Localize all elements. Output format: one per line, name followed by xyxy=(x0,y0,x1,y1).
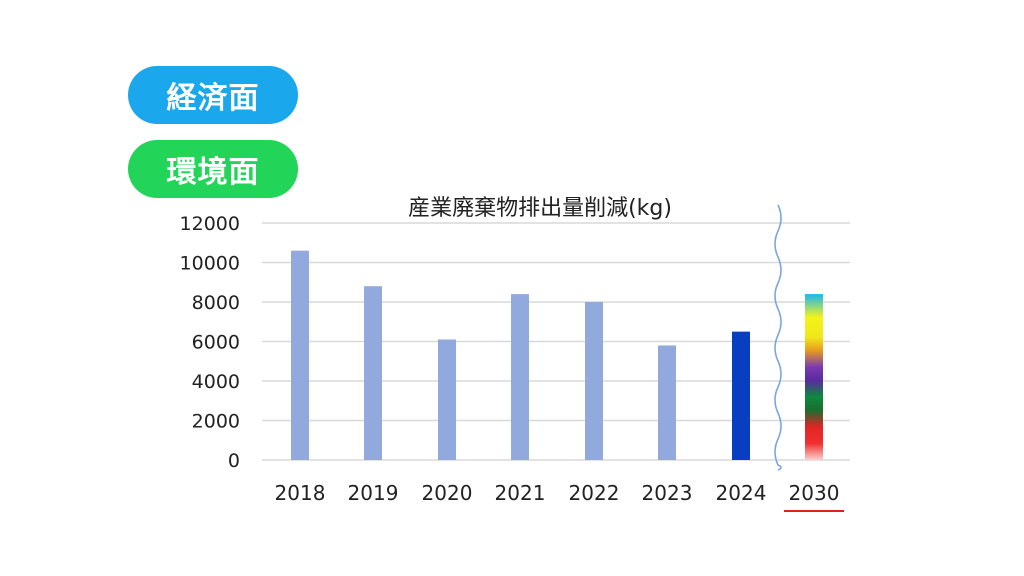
y-tick-label: 8000 xyxy=(192,292,240,314)
environmental-aspect-badge: 環境面 xyxy=(128,140,298,198)
bar-2022 xyxy=(585,302,603,460)
bar-2021 xyxy=(511,294,529,460)
bar-2018 xyxy=(291,250,309,460)
chart-title: 産業廃棄物排出量削減(kg) xyxy=(408,196,672,221)
bar-2020 xyxy=(438,339,456,460)
x-tick-label-2018: 2018 xyxy=(275,481,326,505)
y-tick-label: 2000 xyxy=(192,411,240,433)
y-tick-label: 0 xyxy=(228,450,240,472)
y-tick-label: 12000 xyxy=(180,213,240,235)
x-tick-label-2022: 2022 xyxy=(569,481,620,505)
y-tick-label: 4000 xyxy=(192,371,240,393)
bar-2024 xyxy=(732,331,750,460)
x-tick-label-2030: 2030 xyxy=(789,481,840,505)
x-tick-label-2019: 2019 xyxy=(348,481,399,505)
economic-aspect-badge: 経済面 xyxy=(128,66,298,124)
y-tick-label: 6000 xyxy=(192,332,240,354)
y-tick-label: 10000 xyxy=(180,253,240,275)
x-tick-label-2023: 2023 xyxy=(642,481,693,505)
x-tick-label-2020: 2020 xyxy=(422,481,473,505)
bar-2023 xyxy=(658,345,676,460)
bar-2030 xyxy=(805,294,823,460)
bar-2019 xyxy=(364,286,382,460)
axis-break-line xyxy=(774,204,782,471)
x-tick-label-2024: 2024 xyxy=(716,481,767,505)
x-tick-label-2021: 2021 xyxy=(495,481,546,505)
